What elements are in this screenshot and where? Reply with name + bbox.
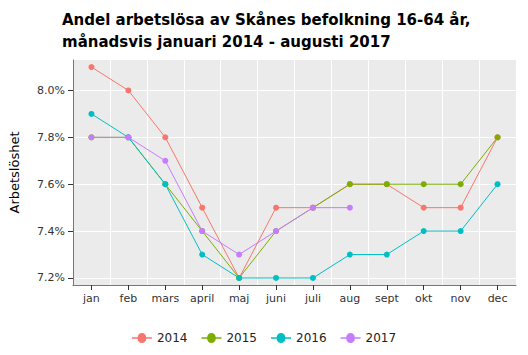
svg-text:april: april xyxy=(190,292,214,305)
svg-text:Andel arbetslösa av Skånes bef: Andel arbetslösa av Skånes befolkning 16… xyxy=(62,11,470,29)
svg-text:feb: feb xyxy=(120,292,138,305)
svg-text:månadsvis januari 2014 - augus: månadsvis januari 2014 - augusti 2017 xyxy=(62,33,391,51)
svg-text:7.4%: 7.4% xyxy=(37,225,65,238)
svg-text:8.0%: 8.0% xyxy=(37,84,65,97)
svg-text:7.2%: 7.2% xyxy=(37,271,65,284)
svg-text:7.6%: 7.6% xyxy=(37,178,65,191)
svg-text:2016: 2016 xyxy=(296,331,327,345)
svg-text:mars: mars xyxy=(151,292,179,305)
svg-text:2014: 2014 xyxy=(157,331,188,345)
svg-text:jan: jan xyxy=(82,292,100,305)
svg-text:sept: sept xyxy=(375,292,399,305)
svg-text:okt: okt xyxy=(415,292,433,305)
svg-text:juli: juli xyxy=(304,292,321,305)
svg-text:Arbetslöshet: Arbetslöshet xyxy=(7,131,22,213)
svg-text:2015: 2015 xyxy=(226,331,257,345)
svg-text:2017: 2017 xyxy=(366,331,397,345)
svg-text:juni: juni xyxy=(265,292,286,305)
svg-text:dec: dec xyxy=(488,292,508,305)
svg-text:7.8%: 7.8% xyxy=(37,131,65,144)
svg-text:aug: aug xyxy=(340,292,361,305)
svg-text:nov: nov xyxy=(451,292,472,305)
svg-text:maj: maj xyxy=(229,292,250,305)
